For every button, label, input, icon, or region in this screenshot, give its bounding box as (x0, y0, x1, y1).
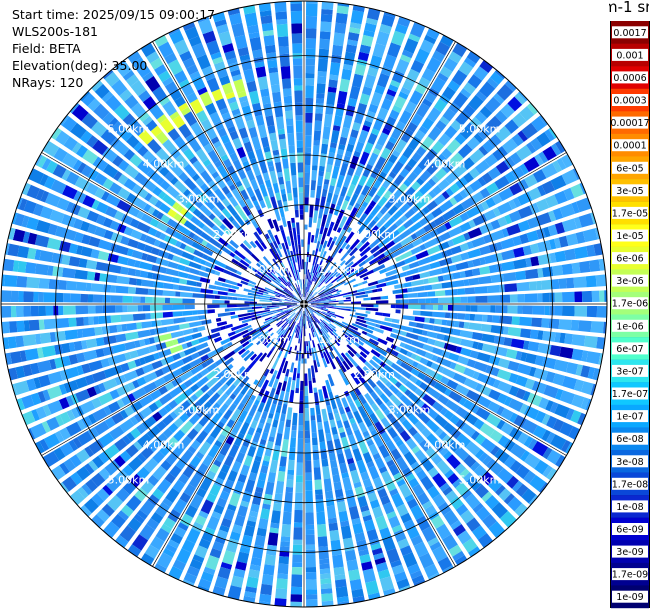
range-azimuth-grid (0, 0, 608, 608)
range-ring-label: 3.00km (389, 403, 431, 416)
colorbar-tick-label: 3e-08 (616, 457, 643, 468)
colorbar-units-label: m-1 sr-1 (609, 0, 649, 16)
range-ring-label: 3.00km (178, 193, 220, 206)
range-ring-label: 1.00km (248, 333, 290, 346)
range-ring-label: 2.00km (353, 228, 395, 241)
colorbar-units-title: m-1 sr-1 (609, 0, 649, 16)
colorbar-tick-label: 0.0017 (613, 28, 646, 39)
colorbar-tick-label: 3e-07 (616, 366, 643, 377)
colorbar-tick-label: 1.7e-09 (612, 570, 648, 581)
colorbar-tick-label: 1e-06 (616, 321, 643, 332)
range-ring-label: 2.00km (213, 228, 255, 241)
colorbar-tick-label: 0.0001 (613, 141, 646, 152)
colorbar-tick-label: 1e-07 (616, 412, 643, 423)
range-ring-label: 5.00km (459, 474, 501, 487)
colorbar-tick-label: 6e-05 (616, 163, 643, 174)
range-ring-label: 2.00km (213, 368, 255, 381)
colorbar-tick-label: 3e-09 (616, 547, 643, 558)
range-ring-label: 2.00km (353, 368, 395, 381)
colorbar-tick-label: 3e-05 (616, 186, 643, 197)
colorbar-tick-label: 1.7e-05 (612, 208, 648, 219)
colorbar-tick-label: 0.0006 (613, 73, 646, 84)
range-ring-label: 4.00km (424, 158, 466, 171)
range-ring-label: 3.00km (178, 403, 220, 416)
range-ring-label: 4.00km (143, 439, 185, 452)
range-ring-label: 1.00km (248, 263, 290, 276)
range-ring-label: 3.00km (389, 193, 431, 206)
colorbar-tick-label: 1e-09 (616, 592, 643, 603)
colorbar-tick-label: 6e-09 (616, 525, 643, 536)
colorbar-tick-label: 1.7e-06 (612, 299, 648, 310)
colorbar-tick-label: 3e-06 (616, 276, 643, 287)
colorbar-tick-label: 0.0003 (613, 96, 646, 107)
colorbar-tick-label: 0.001 (616, 50, 643, 61)
colorbar-tick-label: 1.7e-07 (612, 389, 648, 400)
range-ring-label: 5.00km (459, 122, 501, 135)
range-ring-label: 4.00km (424, 439, 466, 452)
range-ring-label: 5.00km (108, 474, 150, 487)
range-ring-label: 5.00km (108, 122, 150, 135)
range-ring-label: 1.00km (318, 263, 360, 276)
colorbar-tick-label: 1e-08 (616, 502, 643, 513)
colorbar-tick-label: 6e-08 (616, 434, 643, 445)
colorbar-tick-label: 0.00017 (610, 118, 649, 129)
ppi-data-layer (1, 1, 607, 607)
colorbar-tick-label: 6e-07 (616, 344, 643, 355)
colorbar-tick-label: 6e-06 (616, 254, 643, 265)
range-ring-label: 1.00km (318, 333, 360, 346)
colorbar-tick-label: 1e-05 (616, 231, 643, 242)
range-ring-labels: 1.00km 1.00km 1.00km 1.00km 2.00km 2.00km 2.00… (108, 122, 501, 486)
colorbar-tick-label: 1.7e-08 (612, 479, 648, 490)
range-ring-label: 4.00km (143, 158, 185, 171)
colorbar: 0.0017 0.001 0.0006 0.0003 0.00017 0.0001 6e-0… (610, 21, 650, 609)
